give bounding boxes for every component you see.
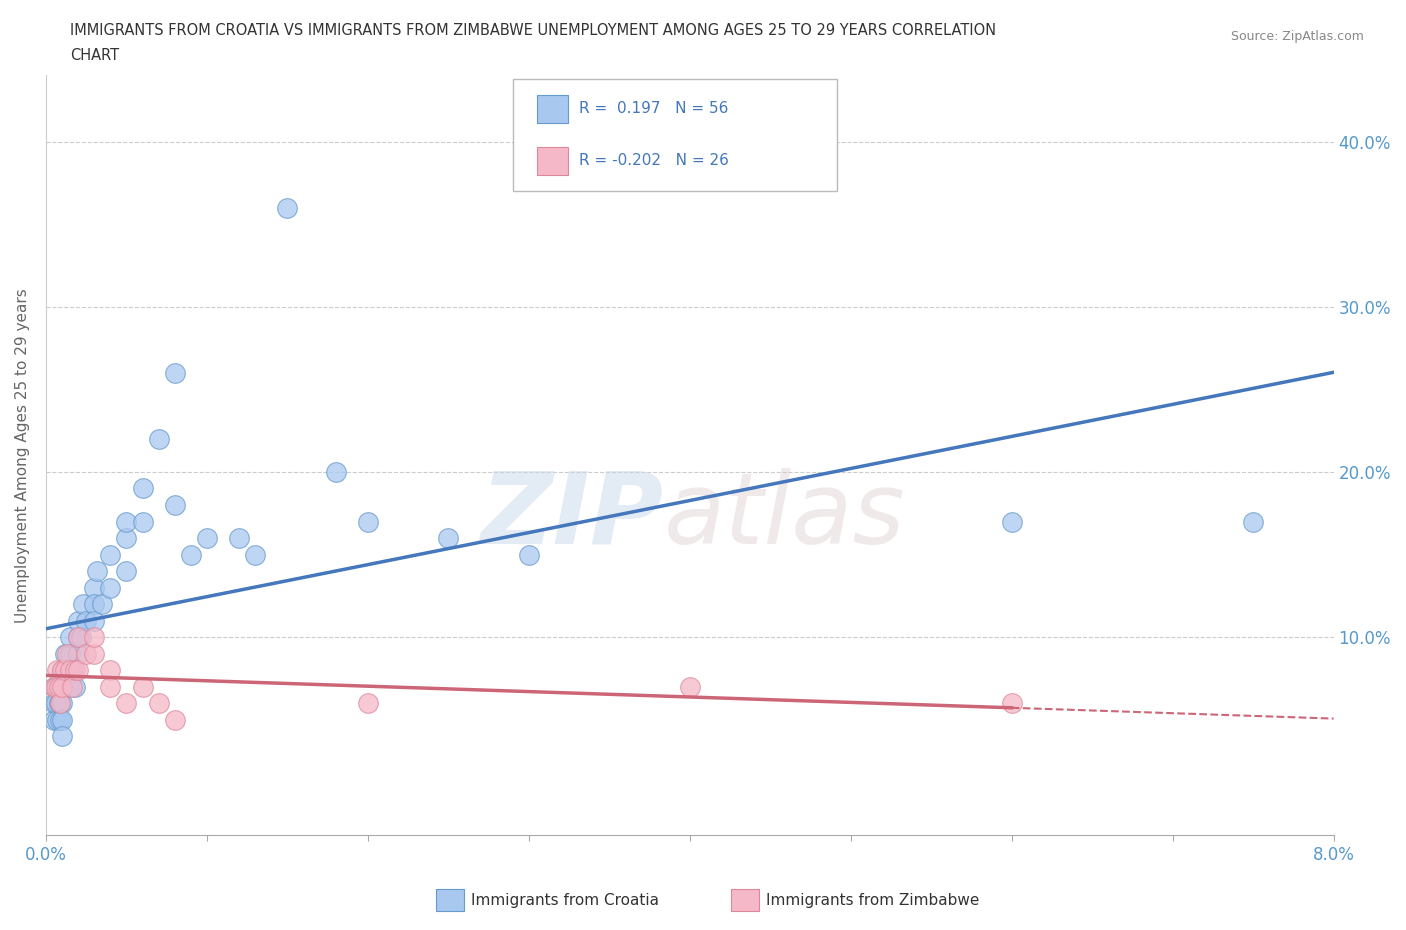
Point xyxy=(56,646,79,661)
Point xyxy=(53,646,76,661)
Point xyxy=(51,663,73,678)
Point xyxy=(46,663,69,678)
Point xyxy=(59,663,82,678)
Point xyxy=(70,630,93,644)
Point xyxy=(180,547,202,562)
Text: Immigrants from Zimbabwe: Immigrants from Zimbabwe xyxy=(766,893,980,908)
Text: R = -0.202   N = 26: R = -0.202 N = 26 xyxy=(579,153,730,168)
Point xyxy=(48,696,70,711)
Point xyxy=(49,696,72,711)
Point xyxy=(46,712,69,727)
Point xyxy=(62,663,84,678)
Point xyxy=(75,613,97,628)
Point xyxy=(437,531,460,546)
Point xyxy=(51,712,73,727)
Point xyxy=(276,200,298,215)
Point xyxy=(1001,696,1024,711)
Point xyxy=(86,564,108,578)
Point xyxy=(98,663,121,678)
Point xyxy=(49,696,72,711)
Text: ZIP: ZIP xyxy=(481,468,664,565)
Point xyxy=(60,663,83,678)
Point xyxy=(49,712,72,727)
Point xyxy=(83,597,105,612)
Point xyxy=(45,679,67,694)
Point xyxy=(1001,514,1024,529)
Point xyxy=(42,679,65,694)
Point xyxy=(58,679,80,694)
Point xyxy=(83,646,105,661)
Point xyxy=(42,696,65,711)
Point xyxy=(72,597,94,612)
Point xyxy=(48,679,70,694)
Point xyxy=(75,646,97,661)
Point xyxy=(98,580,121,595)
Point xyxy=(48,679,70,694)
Point xyxy=(228,531,250,546)
Point xyxy=(51,696,73,711)
Point xyxy=(67,613,90,628)
Point xyxy=(131,679,153,694)
Text: Source: ZipAtlas.com: Source: ZipAtlas.com xyxy=(1230,30,1364,43)
Text: Immigrants from Croatia: Immigrants from Croatia xyxy=(471,893,659,908)
Point xyxy=(60,679,83,694)
Point xyxy=(51,679,73,694)
Point xyxy=(163,498,186,512)
Point xyxy=(148,432,170,446)
Point xyxy=(67,663,90,678)
Point xyxy=(115,531,138,546)
Point xyxy=(1241,514,1264,529)
Point xyxy=(42,712,65,727)
Point xyxy=(357,696,380,711)
Point xyxy=(83,613,105,628)
Point xyxy=(131,481,153,496)
Y-axis label: Unemployment Among Ages 25 to 29 years: Unemployment Among Ages 25 to 29 years xyxy=(15,288,30,623)
Point xyxy=(67,630,90,644)
Text: CHART: CHART xyxy=(70,48,120,63)
Point xyxy=(163,712,186,727)
Point xyxy=(53,663,76,678)
Point xyxy=(325,464,347,479)
Point xyxy=(83,630,105,644)
Point xyxy=(53,663,76,678)
Point xyxy=(63,679,86,694)
Point xyxy=(67,646,90,661)
Point xyxy=(42,679,65,694)
Point xyxy=(115,514,138,529)
Point xyxy=(67,630,90,644)
Point xyxy=(51,729,73,744)
Point xyxy=(357,514,380,529)
Point xyxy=(59,630,82,644)
Point xyxy=(195,531,218,546)
Point xyxy=(51,663,73,678)
Point xyxy=(679,679,702,694)
Point xyxy=(163,365,186,380)
Point xyxy=(131,514,153,529)
Text: IMMIGRANTS FROM CROATIA VS IMMIGRANTS FROM ZIMBABWE UNEMPLOYMENT AMONG AGES 25 T: IMMIGRANTS FROM CROATIA VS IMMIGRANTS FR… xyxy=(70,23,997,38)
Point xyxy=(245,547,267,562)
Point xyxy=(63,663,86,678)
Point xyxy=(46,679,69,694)
Point xyxy=(517,547,540,562)
Point xyxy=(98,679,121,694)
Text: atlas: atlas xyxy=(664,468,905,565)
Point xyxy=(115,564,138,578)
Point xyxy=(45,696,67,711)
Text: R =  0.197   N = 56: R = 0.197 N = 56 xyxy=(579,101,728,116)
Point xyxy=(148,696,170,711)
Point xyxy=(83,580,105,595)
Point xyxy=(59,646,82,661)
Point xyxy=(98,547,121,562)
Point xyxy=(91,597,114,612)
Point xyxy=(56,663,79,678)
Point xyxy=(51,679,73,694)
Point xyxy=(115,696,138,711)
